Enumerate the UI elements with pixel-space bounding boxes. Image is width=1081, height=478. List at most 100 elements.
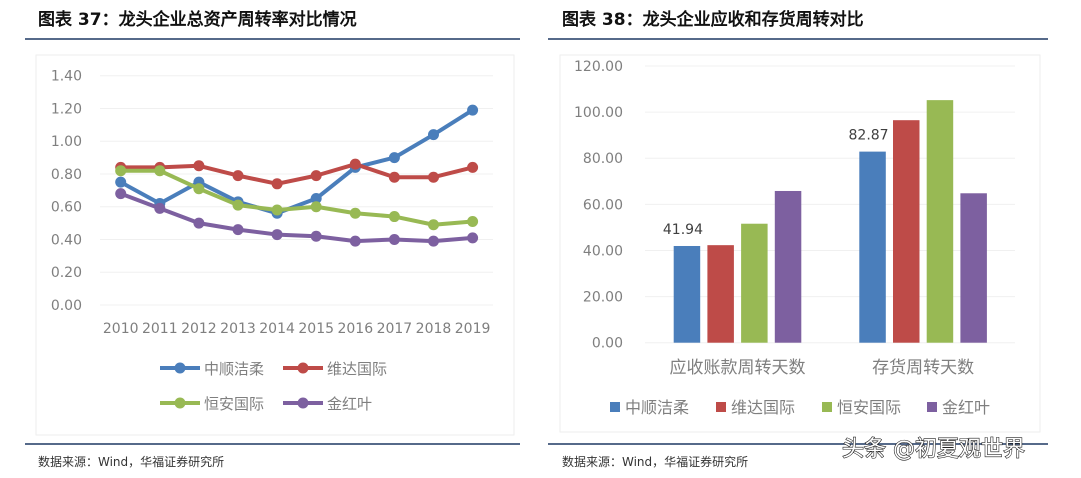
legend-swatch — [822, 402, 832, 412]
y-tick-label: 0.80 — [51, 167, 82, 183]
data-point — [115, 165, 127, 177]
y-tick-label: 1.40 — [51, 69, 82, 85]
data-point — [349, 235, 361, 247]
data-point — [271, 229, 283, 241]
data-point — [232, 224, 244, 236]
bar — [707, 245, 734, 343]
bar — [960, 193, 987, 343]
data-point — [310, 193, 322, 205]
data-point — [154, 202, 166, 214]
data-point — [428, 235, 439, 247]
data-point — [388, 233, 400, 245]
data-point — [115, 176, 127, 188]
data-point — [428, 219, 439, 231]
legend-label: 金红叶 — [327, 395, 372, 413]
bar — [926, 100, 954, 343]
legend-marker — [174, 362, 186, 374]
data-point — [349, 158, 361, 170]
y-tick-label: 0.00 — [592, 336, 623, 352]
data-label: 41.94 — [663, 222, 703, 238]
x-tick-label: 2011 — [142, 321, 178, 337]
data-point — [115, 188, 127, 200]
legend-marker — [174, 397, 186, 409]
bar-chart: 0.00 20.00 40.00 60.00 80.00 100.00 120.00 应收账款… — [574, 59, 1015, 417]
y-tick-label: 1.20 — [51, 101, 82, 117]
y-tick-label: 120.00 — [574, 59, 623, 75]
legend-swatch — [610, 402, 620, 412]
series-line — [119, 191, 473, 244]
right-source: 数据来源：Wind，华福证券研究所 — [562, 454, 748, 469]
data-point — [310, 230, 322, 242]
y-tick-label: 0.00 — [51, 298, 82, 314]
legend-marker — [297, 397, 309, 409]
y-tick-label: 40.00 — [583, 243, 623, 259]
y-tick-label: 60.00 — [583, 197, 623, 213]
line-chart: 0.00 0.20 0.40 0.60 0.80 1.00 1.20 1.40 2010 2011… — [51, 69, 493, 413]
x-category-label: 存货周转天数 — [872, 358, 974, 378]
y-tick-label: 100.00 — [574, 105, 623, 121]
data-point — [271, 204, 283, 216]
legend-label: 恒安国际 — [837, 398, 901, 417]
x-tick-label: 2012 — [181, 321, 217, 337]
data-point — [428, 171, 439, 183]
data-point — [467, 161, 479, 173]
x-tick-label: 2010 — [103, 321, 139, 337]
data-point — [193, 183, 205, 195]
left-title: 图表 37：龙头企业总资产周转率对比情况 — [38, 9, 357, 30]
data-point — [310, 201, 322, 213]
series-line — [120, 168, 473, 227]
watermark: 头条 @初夏观世界 — [842, 437, 1025, 462]
legend-swatch — [927, 402, 937, 412]
series-line — [120, 162, 474, 186]
left-chart-frame — [35, 54, 515, 436]
y-tick-label: 0.40 — [51, 232, 82, 248]
legend-label: 中顺洁柔 — [204, 360, 264, 378]
left-source: 数据来源：Wind，华福证券研究所 — [38, 454, 224, 469]
x-tick-label: 2013 — [220, 321, 256, 337]
data-point — [388, 152, 400, 164]
legend-marker — [297, 362, 309, 374]
y-tick-label: 0.20 — [51, 265, 82, 281]
x-tick-label: 2017 — [377, 321, 413, 337]
data-point — [232, 170, 244, 182]
x-tick-label: 2018 — [416, 321, 452, 337]
right-title: 图表 38：龙头企业应收和存货周转对比 — [562, 9, 864, 30]
data-point — [232, 199, 244, 211]
x-tick-label: 2015 — [298, 321, 334, 337]
legend-swatch — [716, 402, 726, 412]
right-chart-frame — [559, 54, 1041, 433]
data-point — [310, 170, 322, 182]
x-category-label: 应收账款周转天数 — [670, 358, 806, 378]
legend-label: 恒安国际 — [204, 395, 264, 413]
data-point — [193, 217, 205, 229]
legend-label: 中顺洁柔 — [625, 398, 689, 417]
x-tick-label: 2016 — [337, 321, 373, 337]
x-tick-label: 2014 — [259, 321, 295, 337]
data-point — [428, 129, 439, 141]
bar — [673, 245, 701, 343]
data-point — [388, 171, 400, 183]
legend-label: 金红叶 — [942, 398, 990, 417]
x-tick-label: 2019 — [455, 321, 491, 337]
legend-label: 维达国际 — [731, 398, 795, 417]
data-point — [388, 211, 400, 223]
bar — [893, 120, 920, 343]
series-line — [119, 108, 474, 216]
legend-label: 维达国际 — [327, 360, 387, 378]
bar — [774, 190, 802, 343]
y-tick-label: 0.60 — [51, 200, 82, 216]
data-point — [349, 207, 361, 219]
y-tick-label: 20.00 — [583, 290, 623, 306]
data-point — [467, 232, 479, 244]
bar — [741, 223, 768, 343]
data-point — [271, 178, 283, 190]
y-tick-label: 80.00 — [583, 151, 623, 167]
data-point — [467, 104, 479, 116]
data-point — [193, 160, 205, 172]
data-point — [154, 165, 166, 177]
bar — [859, 151, 886, 343]
data-label: 82.87 — [849, 128, 889, 144]
data-point — [467, 215, 479, 227]
y-tick-label: 1.00 — [51, 134, 82, 150]
